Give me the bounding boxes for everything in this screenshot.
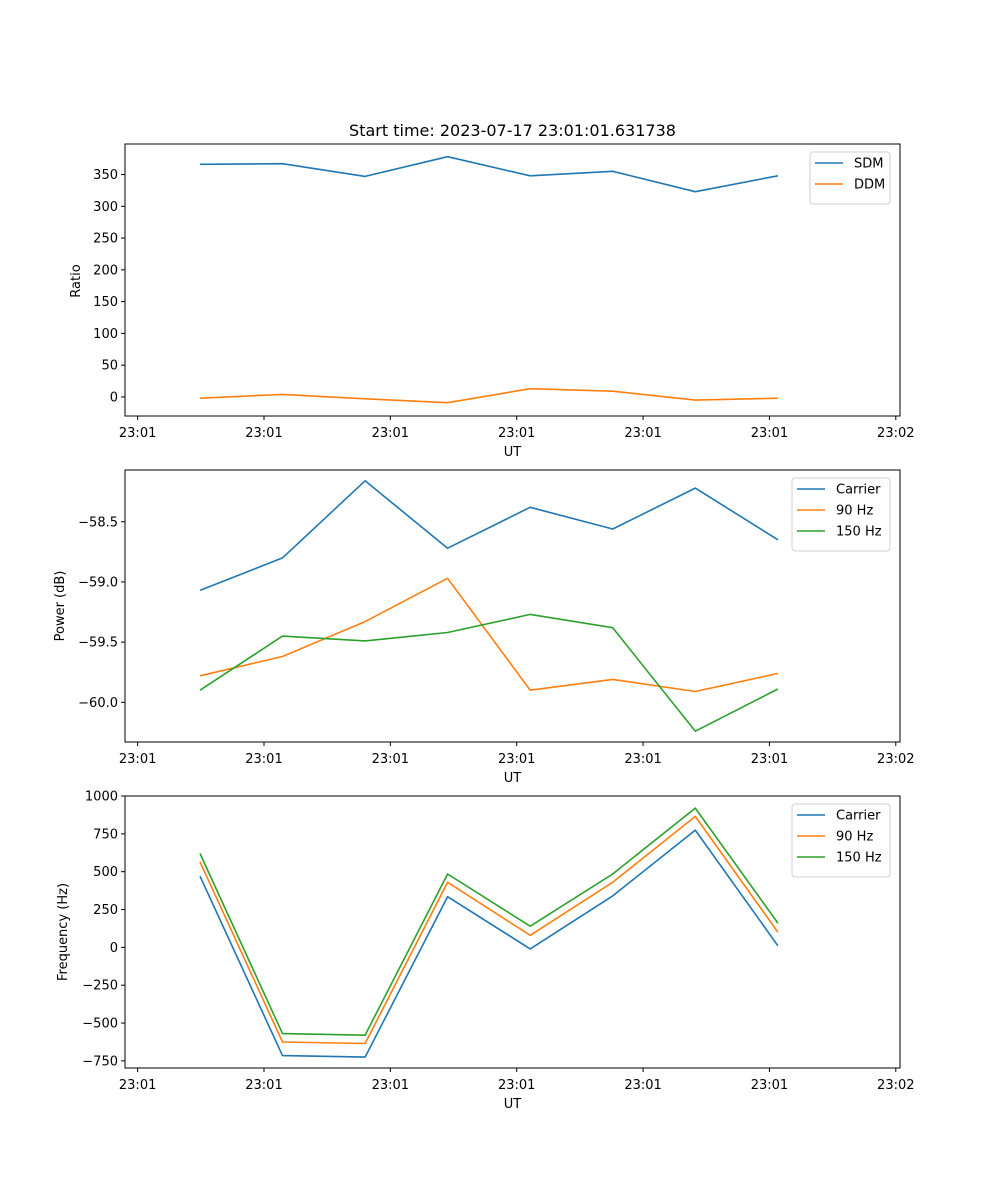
y-tick-label: 150 (93, 295, 118, 310)
legend-label: 150 Hz (836, 851, 882, 866)
series-line-150-hz (199, 613, 779, 733)
plot-frame (124, 469, 901, 743)
legend-label: SDM (854, 157, 883, 172)
y-axis-label: Frequency (Hz) (56, 883, 71, 981)
y-tick-label: 750 (93, 827, 118, 842)
x-tick-label: 23:01 (245, 426, 282, 441)
panel-frequency: UT Frequency (Hz) 23:01 23:01 23:01 23:01 23… (56, 790, 915, 1113)
x-tick-label: 23:01 (245, 752, 282, 767)
x-tick-label: 23:01 (119, 426, 156, 441)
x-axis-label: UT (504, 445, 522, 460)
legend-label: 90 Hz (836, 504, 873, 519)
series-line-ddm (199, 387, 778, 404)
y-tick-label: 350 (93, 168, 118, 183)
y-tick-label: 0 (110, 941, 118, 956)
series-line-sdm (199, 155, 779, 193)
chart-title: Start time: 2023-07-17 23:01:01.631738 (349, 121, 676, 140)
y-tick-label: 250 (93, 232, 118, 247)
x-tick-label: 23:02 (877, 1078, 914, 1093)
y-tick-label: 300 (93, 200, 118, 215)
panel-ratio: Start time: 2023-07-17 23:01:01.631738 U… (69, 121, 915, 460)
y-tick-label: −750 (82, 1054, 118, 1069)
x-tick-label: 23:01 (498, 752, 535, 767)
legend-box (791, 477, 891, 552)
x-tick-label: 23:01 (498, 1078, 535, 1093)
x-tick-label: 23:01 (751, 1078, 788, 1093)
y-tick-label: 250 (93, 903, 118, 918)
x-axis-label: UT (504, 1097, 522, 1112)
x-tick-label: 23:02 (877, 426, 914, 441)
y-axis-label: Ratio (69, 264, 84, 297)
y-tick-label: 0 (110, 390, 118, 405)
x-tick-label: 23:01 (624, 752, 661, 767)
x-tick-label: 23:01 (245, 1078, 282, 1093)
panel-power: UT Power (dB) 23:01 23:01 23:01 23:01 23:01 2… (53, 469, 915, 786)
y-tick-label: 100 (93, 327, 118, 342)
legend-label: 90 Hz (836, 830, 873, 845)
x-tick-label: 23:01 (372, 426, 409, 441)
y-tick-label: 200 (93, 263, 118, 278)
y-tick-label: −500 (82, 1017, 118, 1032)
y-tick-label: −59.0 (78, 575, 118, 590)
plot-frame (124, 795, 901, 1069)
x-tick-label: 23:01 (372, 752, 409, 767)
x-axis-label: UT (504, 771, 522, 786)
x-tick-label: 23:01 (498, 426, 535, 441)
series-line-90-hz (199, 815, 779, 1045)
legend-box (809, 151, 891, 205)
series-line-150-hz (199, 807, 779, 1036)
y-tick-label: 500 (93, 865, 118, 880)
x-tick-label: 23:01 (624, 1078, 661, 1093)
x-tick-label: 23:01 (372, 1078, 409, 1093)
series-line-carrier (199, 479, 779, 592)
x-tick-label: 23:01 (751, 426, 788, 441)
y-tick-label: −58.5 (78, 515, 118, 530)
y-tick-label: 1000 (85, 790, 118, 805)
x-tick-label: 23:01 (624, 426, 661, 441)
x-tick-label: 23:01 (119, 1078, 156, 1093)
x-tick-label: 23:01 (119, 752, 156, 767)
series-line-90-hz (199, 577, 779, 693)
y-tick-label: −60.0 (78, 696, 118, 711)
y-tick-label: −59.5 (78, 636, 118, 651)
x-tick-label: 23:02 (877, 752, 914, 767)
legend-label: Carrier (836, 809, 881, 824)
legend-label: 150 Hz (836, 525, 882, 540)
legend-label: Carrier (836, 483, 881, 498)
y-tick-label: 50 (101, 359, 118, 374)
y-axis-label: Power (dB) (53, 571, 68, 642)
legend-box (791, 803, 891, 878)
x-tick-label: 23:01 (751, 752, 788, 767)
y-tick-label: −250 (82, 979, 118, 994)
series-line-carrier (199, 829, 779, 1058)
plot-frame (124, 143, 901, 417)
legend-label: DDM (854, 178, 885, 193)
